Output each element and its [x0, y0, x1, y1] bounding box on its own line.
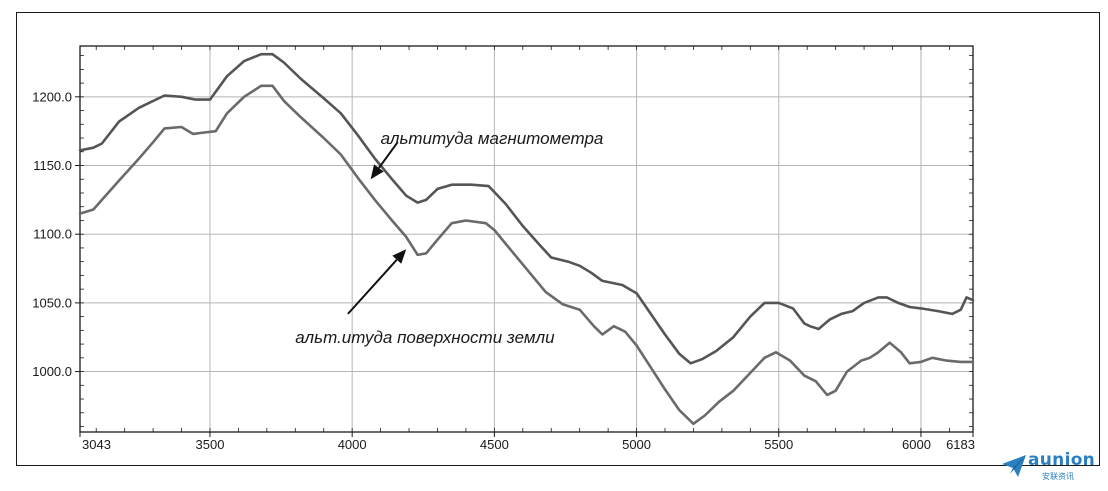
y-tick-label: 1000.0 — [32, 364, 72, 379]
paper-plane-icon — [1002, 455, 1026, 477]
series-line-magnetometer — [78, 52, 975, 365]
watermark-subtext: 安联资讯 — [1042, 472, 1074, 481]
chart-frame — [16, 12, 1100, 466]
annotation-ground-arrow — [347, 259, 398, 315]
series-layer — [78, 52, 975, 426]
annotation-ground-arrowhead — [392, 249, 407, 264]
plot-area — [79, 45, 974, 433]
x-tick-label: 4500 — [480, 437, 509, 452]
x-tick-label: 3500 — [196, 437, 225, 452]
annotation-magnetometer-arrowhead — [370, 164, 384, 180]
annotation-magnetometer-arrow — [378, 141, 399, 169]
y-tick-label: 1150.0 — [33, 158, 72, 173]
x-tick-label: 5500 — [764, 437, 793, 452]
tick-layer: 3043 3500 4000 4500 5000 5500 6000 6183 1000.0 10… — [32, 46, 975, 452]
y-tick-label: 1050.0 — [32, 295, 72, 310]
x-tick-label: 6000 — [902, 437, 931, 452]
grid-layer — [80, 46, 973, 432]
annotation-ground-label: альт.итуда поверхности земли — [295, 328, 555, 347]
x-tick-label: 4000 — [338, 437, 367, 452]
annotation-layer: альтитуда магнитометра альт.итуда поверх… — [295, 129, 603, 347]
watermark-brand: aunion — [1028, 450, 1096, 470]
y-tick-label: 1100.0 — [33, 227, 72, 242]
aunion-watermark: aunion 安联资讯 — [1000, 450, 1104, 486]
y-tick-label: 1200.0 — [32, 89, 72, 104]
x-tick-label: 3043 — [82, 437, 111, 452]
axis-layer — [79, 45, 974, 433]
series-line-ground — [78, 84, 975, 426]
annotation-magnetometer-label: альтитуда магнитометра — [381, 129, 604, 148]
x-tick-label: 5000 — [622, 437, 651, 452]
x-tick-label: 6183 — [946, 437, 975, 452]
